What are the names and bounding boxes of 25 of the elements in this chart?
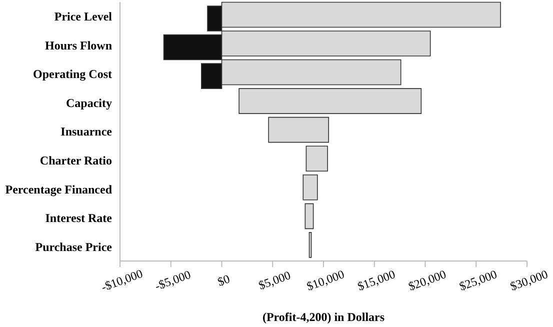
- y-tick-label: Hours Flown: [44, 38, 112, 52]
- y-tick-label: Charter Ratio: [40, 153, 112, 168]
- y-tick-label: Percentage Financed: [5, 182, 112, 196]
- x-tick-label: $5,000: [256, 268, 292, 292]
- x-tick-label: $0: [216, 272, 232, 289]
- x-tick-label: $10,000: [304, 267, 346, 294]
- x-tick-label: $20,000: [406, 267, 448, 294]
- bar: [238, 88, 422, 114]
- x-tick-label: -$10,000: [99, 266, 145, 294]
- y-tick-label: Interest Rate: [45, 211, 113, 226]
- x-tick-label: $25,000: [457, 267, 499, 294]
- y-tick-label: Purchase Price: [35, 240, 113, 254]
- bar: [302, 174, 318, 200]
- x-tick-label: -$5,000: [153, 267, 193, 294]
- bar: [308, 232, 312, 258]
- y-tick-label: Price Level: [54, 10, 113, 24]
- x-tick-label: $30,000: [508, 267, 550, 294]
- x-tick-label: $15,000: [356, 267, 398, 294]
- y-tick-label: Operating Cost: [33, 67, 112, 82]
- bar: [268, 116, 329, 143]
- y-tick-label: Capacity: [66, 96, 112, 110]
- y-tick-label: Insuarnce: [60, 124, 113, 139]
- bar: [306, 146, 328, 172]
- bar: [304, 203, 314, 230]
- x-axis-title: (Profit-4,200) in Dollars: [262, 310, 385, 324]
